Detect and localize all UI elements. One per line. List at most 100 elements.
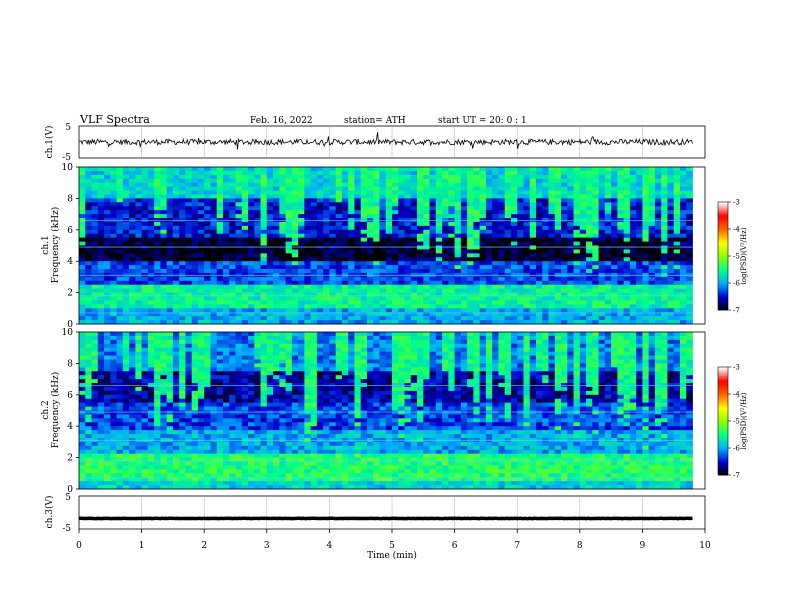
spectrogram-cell <box>485 233 493 239</box>
spectrogram-cell <box>492 170 499 176</box>
spectrogram-cell <box>448 182 455 188</box>
spectrogram-cell <box>648 257 656 262</box>
spectrogram-cell <box>191 312 199 317</box>
spectrogram-cell <box>329 202 337 207</box>
spectrogram-cell <box>104 367 111 372</box>
spectrogram-cell <box>548 190 556 195</box>
spectrogram-cell <box>266 214 274 219</box>
spectrogram-cell <box>341 292 349 297</box>
spectrogram-cell <box>523 237 531 242</box>
spectrogram-cell <box>254 202 261 207</box>
spectrogram-cell <box>673 288 681 294</box>
spectrogram-cell <box>510 229 518 235</box>
spectrogram-cell <box>116 284 124 290</box>
spectrogram-cell <box>266 202 274 207</box>
spectrogram-cell <box>160 296 168 301</box>
spectrogram-cell <box>529 178 537 184</box>
spectrogram-cell <box>417 202 424 207</box>
spectrogram-cell <box>222 300 230 305</box>
spectrogram-cell <box>429 339 437 345</box>
spectrogram-cell <box>510 269 518 274</box>
spectrogram-cell <box>79 284 86 290</box>
spectrogram-cell <box>504 276 512 282</box>
spectrogram-cell <box>548 194 556 199</box>
colorbar-swatch <box>718 241 728 244</box>
spectrogram-cell <box>579 351 587 356</box>
spectrogram-cell <box>204 332 211 337</box>
spectrogram-cell <box>104 269 111 274</box>
spectrogram-cell <box>460 335 468 341</box>
spectrogram-cell <box>129 292 136 297</box>
spectrogram-cell <box>423 316 430 321</box>
spectrogram-cell <box>498 276 506 282</box>
spectrogram-cell <box>598 312 606 317</box>
spectrogram-cell <box>679 225 687 231</box>
spectrogram-cell <box>323 265 330 270</box>
spectrogram-cell <box>366 320 374 325</box>
spectrogram-cell <box>197 261 205 266</box>
spectrogram-cell <box>435 335 443 341</box>
spectrogram-cell <box>554 198 562 203</box>
spectrogram-cell <box>529 292 537 297</box>
spectrogram-cell <box>510 308 518 313</box>
spectrogram-cell <box>429 178 437 184</box>
spectrogram-cell <box>598 261 606 266</box>
spectrogram-cell <box>354 363 362 368</box>
spectrogram-cell <box>147 343 155 349</box>
spectrogram-cell <box>235 202 243 207</box>
spectrogram-cell <box>316 257 324 262</box>
spectrogram-cell <box>679 276 687 282</box>
spectrogram-cell <box>548 178 556 184</box>
spectrogram-cell <box>617 210 625 215</box>
ytick-label-6: 6 <box>67 226 73 236</box>
spectrogram-cell <box>442 300 449 305</box>
spectrogram-cell <box>222 269 230 274</box>
spectrogram-cell <box>542 312 549 317</box>
spectrogram-cell <box>254 186 261 191</box>
spectrogram-cell <box>323 167 330 172</box>
spectrogram-cell <box>260 312 268 317</box>
spectrogram-cell <box>392 198 399 203</box>
spectrogram-cell <box>185 316 193 321</box>
spectrogram-cell <box>473 167 481 172</box>
spectrogram-cell <box>636 296 643 301</box>
spectrogram-cell <box>548 343 556 349</box>
spectrogram-cell <box>573 359 581 364</box>
spectrogram-cell <box>423 339 430 345</box>
spectrogram-cell <box>304 265 312 270</box>
spectrogram-cell <box>172 221 180 227</box>
spectrogram-cell <box>373 335 380 341</box>
spectrogram-cell <box>304 335 312 341</box>
spectrogram-cell <box>216 229 224 235</box>
spectrogram-cell <box>179 241 186 246</box>
spectrogram-cell <box>517 312 524 317</box>
spectrogram-cell <box>510 233 518 239</box>
spectrogram-cell <box>423 351 430 356</box>
spectrogram-cell <box>216 265 224 270</box>
spectrogram-cell <box>517 241 524 246</box>
spectrogram-cell <box>254 304 261 309</box>
spectrogram-cell <box>85 359 92 364</box>
spectrogram-cell <box>561 355 568 360</box>
spectrogram-cell <box>435 308 443 313</box>
spectrogram-cell <box>429 237 437 242</box>
spectrogram-cell <box>335 182 343 188</box>
spectrogram-cell <box>179 300 186 305</box>
spectrogram-cell <box>629 320 637 325</box>
spectrogram-cell <box>191 363 199 368</box>
spectrogram-cell <box>385 363 393 368</box>
spectrogram-cell <box>341 206 349 211</box>
spectrogram-cell <box>91 167 99 172</box>
spectrogram-cell <box>172 194 180 199</box>
spectrogram-cell <box>316 308 324 313</box>
spectrogram-cell <box>417 355 424 360</box>
spectrogram-cell <box>97 280 105 286</box>
spectrogram-cell <box>629 249 637 254</box>
spectrogram-cell <box>97 186 105 191</box>
spectrogram-cell <box>316 233 324 239</box>
spectrogram-cell <box>166 335 174 341</box>
spectrogram-cell <box>260 363 268 368</box>
spectrogram-cell <box>141 253 149 258</box>
spectrogram-cell <box>91 320 99 325</box>
spectrogram-cell <box>235 241 243 246</box>
